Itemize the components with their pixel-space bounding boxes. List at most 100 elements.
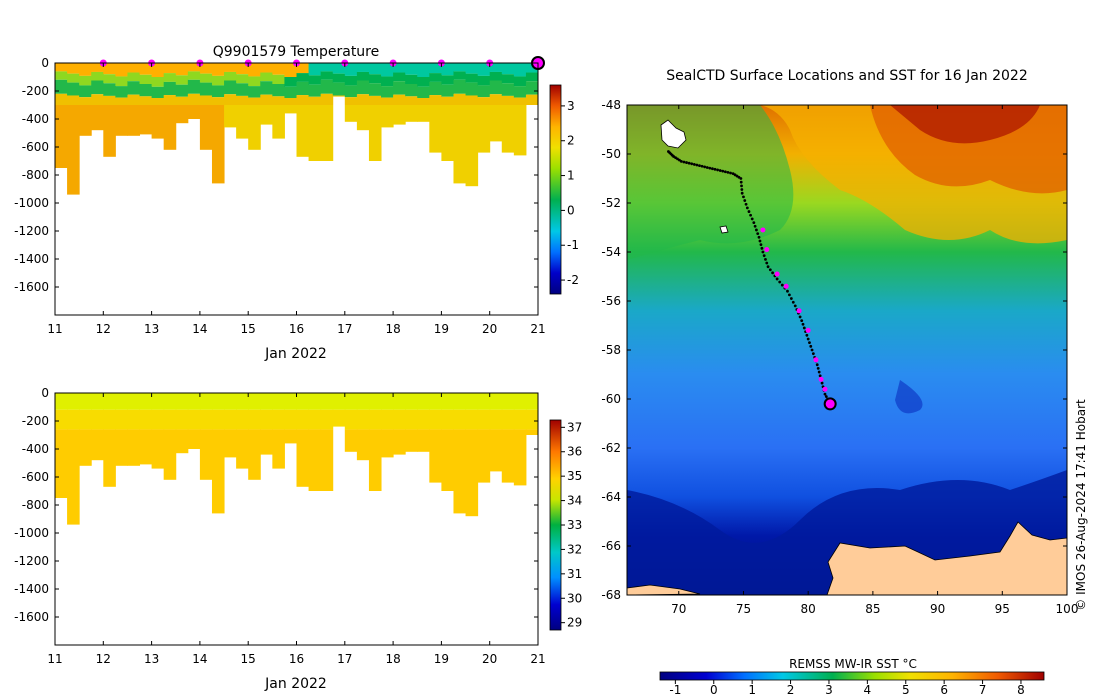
salinity-cell: [79, 393, 92, 410]
temperature-cell: [139, 84, 153, 97]
kerguelen-island: [660, 119, 687, 149]
temperature-cell: [272, 96, 285, 105]
salinity-cell: [368, 429, 382, 491]
temperature-cell: [538, 96, 551, 102]
temperature-cell: [356, 63, 370, 72]
y-tick-label: -66: [601, 539, 621, 553]
colorbar-tick-label: 33: [567, 518, 582, 532]
temperature-cell: [211, 63, 225, 76]
seal-track: [667, 150, 837, 411]
y-tick-label: -68: [601, 588, 621, 602]
temperature-cell: [501, 74, 515, 84]
temperature-cell: [224, 94, 237, 105]
salinity-cell: [151, 429, 165, 469]
temperature-cell: [91, 63, 104, 72]
track-point: [811, 352, 815, 356]
temperature-cell: [441, 96, 454, 105]
salinity-cell: [356, 393, 370, 410]
temperature-cell: [236, 83, 249, 96]
x-tick-label: 14: [192, 322, 207, 336]
salinity-cell: [501, 393, 515, 410]
temperature-cell: [332, 73, 346, 83]
track-point: [753, 224, 757, 228]
track-point: [761, 250, 765, 254]
salinity-cell: [344, 409, 358, 430]
temperature-cell: [175, 63, 189, 76]
temperature-cell: [477, 75, 491, 86]
temperature-cell: [441, 84, 454, 97]
y-tick-label: -1000: [14, 196, 49, 210]
y-tick-label: -200: [22, 84, 49, 98]
track-point: [757, 235, 761, 239]
temperature-cell: [163, 105, 177, 150]
temperature-cell: [163, 81, 177, 96]
temperature-cell: [103, 95, 116, 105]
temperature-cell: [320, 93, 334, 105]
temperature-cell: [296, 73, 310, 82]
y-tick-label: -1000: [14, 526, 49, 540]
temperature-cell: [429, 105, 442, 153]
temperature-cell: [525, 94, 538, 105]
salinity-cell: [429, 393, 442, 410]
track-point: [791, 300, 795, 304]
colorbar-tick-label: 36: [567, 445, 582, 459]
salinity-cell: [453, 393, 467, 410]
temperature-cell: [501, 83, 515, 96]
temperature-cell: [260, 81, 273, 95]
temperature-cell: [151, 77, 165, 87]
x-tick-label: 13: [144, 322, 159, 336]
copyright-credit: © IMOS 26-Aug-2024 17:41 Hobart: [1074, 399, 1088, 611]
x-tick-label: 17: [337, 322, 352, 336]
temperature-cell: [453, 105, 467, 184]
temperature-cell: [199, 82, 213, 96]
y-tick-label: -1200: [14, 554, 49, 568]
temperature-cell: [296, 105, 310, 157]
antarctic-land: [826, 521, 1067, 595]
temperature-cell: [320, 63, 334, 72]
track-point: [762, 254, 766, 258]
sst-colorbar-ticks: -1 0 1 2 3 4 5 6 7 8: [669, 680, 1025, 697]
daily-position: [813, 357, 819, 363]
sst-map-title: SealCTD Surface Locations and SST for 16…: [666, 68, 1027, 84]
salinity-cell: [224, 393, 237, 410]
track-point: [679, 159, 683, 163]
temperature-cell: [538, 75, 551, 84]
temperature-cell: [417, 86, 430, 98]
y-tick-label: -58: [601, 343, 621, 357]
temperature-cell: [525, 63, 538, 73]
temperature-cell: [139, 74, 153, 84]
temperature-cell: [224, 80, 237, 95]
x-tick-label: 18: [385, 652, 400, 666]
temperature-cell: [79, 85, 92, 98]
temperature-cell: [513, 76, 527, 87]
salinity-cell: [260, 393, 273, 410]
colorbar-tick-label: 7: [979, 683, 987, 697]
salinity-cell: [501, 409, 515, 430]
temperature-cell: [284, 86, 297, 98]
y-tick-label: -60: [601, 392, 621, 406]
temperature-cell: [79, 105, 92, 136]
salinity-cell: [538, 393, 551, 410]
temperature-cell: [199, 95, 213, 105]
colorbar-tick-label: 5: [902, 683, 910, 697]
temperature-cell: [393, 72, 406, 82]
y-tick-label: -400: [22, 112, 49, 126]
temperature-cell: [501, 63, 515, 75]
daily-position: [774, 271, 780, 277]
salinity-cell: [453, 409, 467, 430]
temperature-cell: [429, 63, 442, 74]
salinity-cell: [199, 409, 213, 430]
salinity-cell: [320, 429, 334, 491]
salinity-cell: [115, 429, 128, 466]
salinity-cell: [67, 393, 80, 410]
temperature-cell: [284, 77, 297, 87]
temperature-cell: [393, 81, 406, 95]
salinity-cell: [538, 410, 551, 430]
salinity-cell: [489, 409, 503, 430]
colorbar-tick-label: 1: [567, 169, 575, 183]
temperature-cell: [417, 98, 430, 105]
x-tick-label: 21: [530, 322, 545, 336]
x-tick-label: 75: [736, 602, 751, 616]
salinity-cell: [417, 409, 430, 430]
salinity-cell: [248, 409, 261, 430]
